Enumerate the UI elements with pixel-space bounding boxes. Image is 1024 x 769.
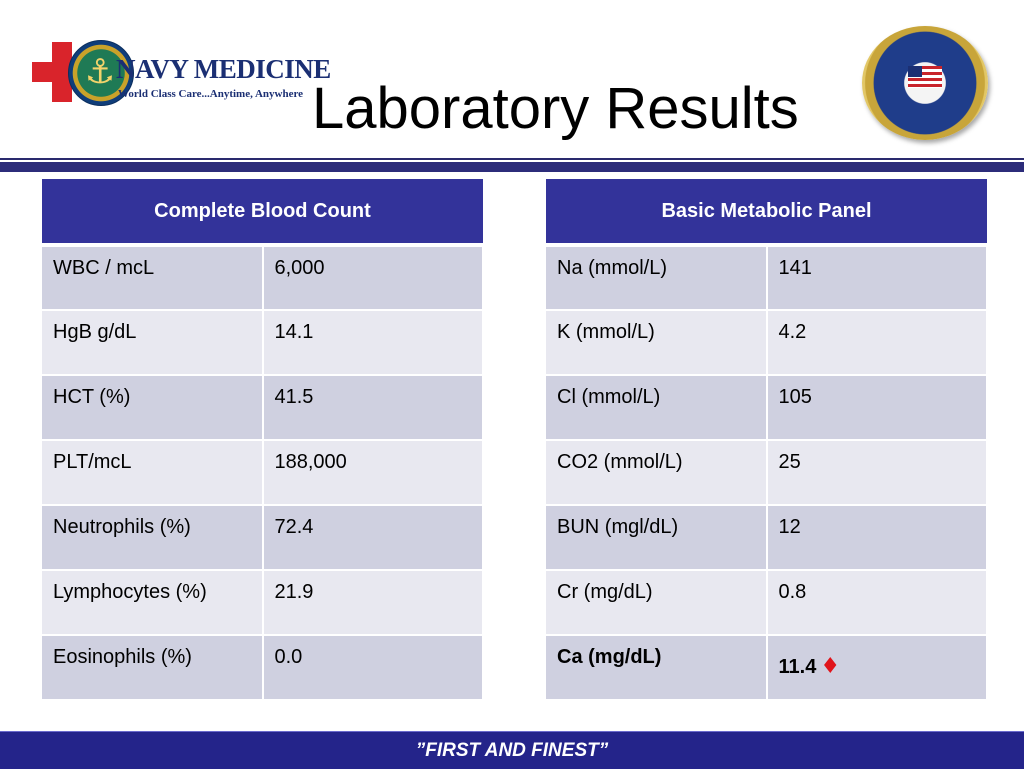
cbc-value: 72.4 [262,505,484,571]
cbc-value: 0.0 [262,635,484,701]
slide-header: ⚓ NAVY MEDICINE World Class Care...Anyti… [0,0,1024,160]
logo-brand-text: NAVY MEDICINE [116,54,331,84]
bmp-value: 4.2 [766,310,988,376]
cbc-label: Neutrophils (%) [42,505,264,571]
cbc-value: 188,000 [262,440,484,506]
table-row: BUN (mgl/dL) 12 [546,505,988,571]
cbc-table: Complete Blood Count WBC / mcL 6,000 HgB… [42,179,484,701]
bmp-label: K (mmol/L) [546,310,768,376]
cbc-label: WBC / mcL [42,245,264,311]
table-row: K (mmol/L) 4.2 [546,310,988,376]
table-row: Neutrophils (%) 72.4 [42,505,484,571]
cbc-label: Lymphocytes (%) [42,570,264,636]
bmp-table: Basic Metabolic Panel Na (mmol/L) 141 K … [546,179,988,701]
logo-tagline: World Class Care...Anytime, Anywhere [118,88,304,100]
bmp-value: 25 [766,440,988,506]
bmp-label: BUN (mgl/dL) [546,505,768,571]
cbc-label: HCT (%) [42,375,264,441]
cbc-value: 14.1 [262,310,484,376]
naval-medical-center-seal [862,26,988,140]
navy-medicine-logo: ⚓ NAVY MEDICINE World Class Care...Anyti… [30,34,331,110]
header-divider-thick [0,162,1024,172]
bmp-value: 141 [766,245,988,311]
red-cross-vertical [52,42,72,102]
red-diamond-icon: ♦ [820,654,841,679]
bmp-label: Na (mmol/L) [546,245,768,311]
bmp-value: 12 [766,505,988,571]
table-row: Cl (mmol/L) 105 [546,375,988,441]
table-row: Eosinophils (%) 0.0 [42,635,484,701]
cbc-table-header: Complete Blood Count [42,179,483,247]
table-row: Lymphocytes (%) 21.9 [42,570,484,636]
cbc-value: 21.9 [262,570,484,636]
table-row: Cr (mg/dL) 0.8 [546,570,988,636]
cbc-value: 6,000 [262,245,484,311]
header-divider-thin [0,158,1024,160]
bmp-label-flagged: Ca (mg/dL) [546,635,768,701]
table-row: WBC / mcL 6,000 [42,245,484,311]
cbc-label: PLT/mcL [42,440,264,506]
bmp-label: CO2 (mmol/L) [546,440,768,506]
table-row: HgB g/dL 14.1 [42,310,484,376]
slide-title: Laboratory Results [312,76,799,141]
bmp-label: Cr (mg/dL) [546,570,768,636]
anchor-icon: ⚓ [84,52,116,92]
flag-icon [908,66,942,88]
table-row: Na (mmol/L) 141 [546,245,988,311]
bmp-value: 105 [766,375,988,441]
bmp-label: Cl (mmol/L) [546,375,768,441]
cbc-label: HgB g/dL [42,310,264,376]
table-row: PLT/mcL 188,000 [42,440,484,506]
footer-bar: ”FIRST AND FINEST” [0,731,1024,769]
cbc-value: 41.5 [262,375,484,441]
bmp-value: 0.8 [766,570,988,636]
table-row: Ca (mg/dL) 11.4 ♦ [546,635,988,701]
table-row: HCT (%) 41.5 [42,375,484,441]
footer-motto: ”FIRST AND FINEST” [415,739,609,761]
cbc-label: Eosinophils (%) [42,635,264,701]
bmp-value-text: 11.4 [778,656,817,678]
bmp-value-flagged: 11.4 ♦ [766,635,988,701]
emblem-ring [68,40,134,106]
table-row: CO2 (mmol/L) 25 [546,440,988,506]
bmp-table-header: Basic Metabolic Panel [546,179,987,247]
